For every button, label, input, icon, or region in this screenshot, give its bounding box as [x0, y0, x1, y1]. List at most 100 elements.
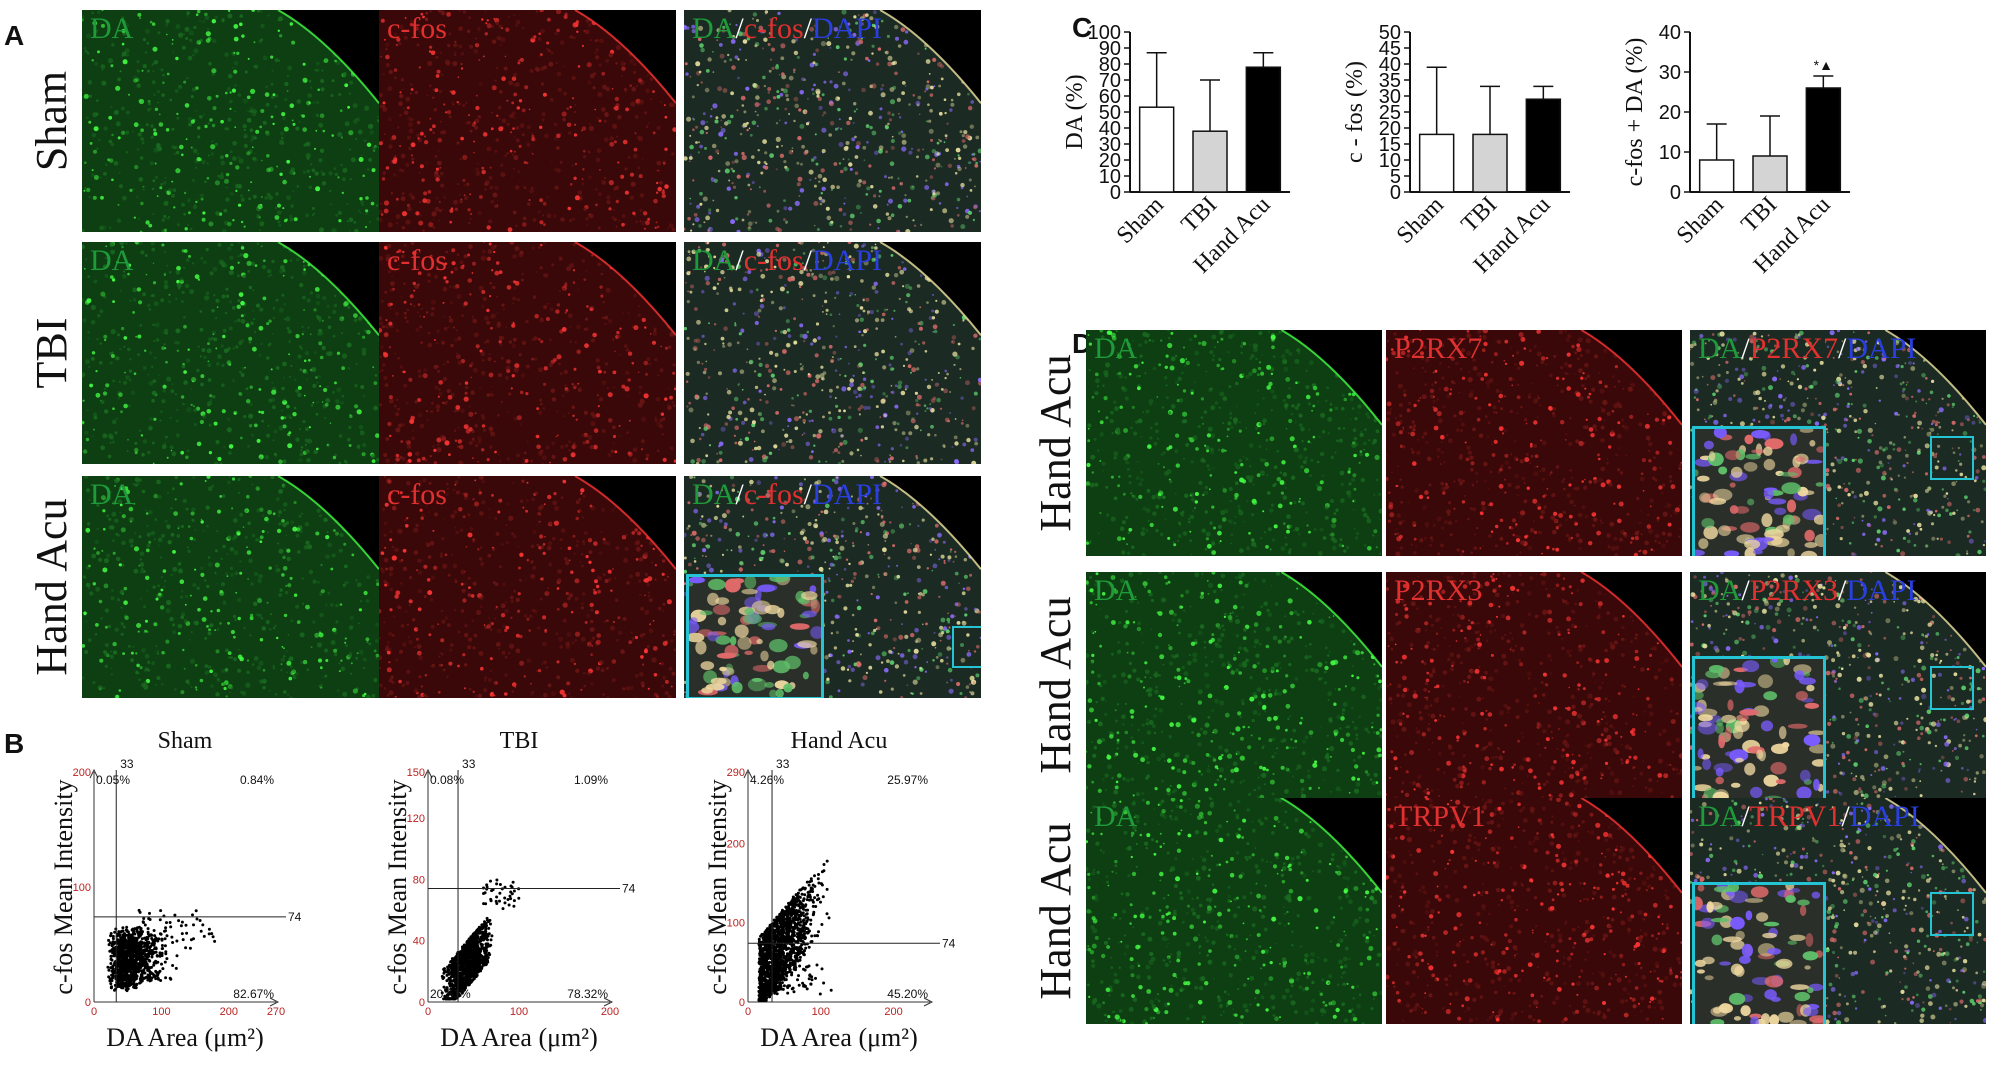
micrograph-tile: DA: [1086, 798, 1382, 1024]
quadrant-lower-right: 82.67%: [233, 987, 274, 1001]
y-axis-arrow: [743, 768, 753, 779]
y-tick-label: 60: [1099, 86, 1121, 108]
bar: [1245, 66, 1282, 193]
x-axis-arrow: [923, 997, 934, 1007]
stain-label: DA/P2RX7/DAPI: [1698, 332, 1916, 366]
stain-label-part: DAPI: [1846, 574, 1917, 607]
y-tick-label: 30: [1379, 86, 1401, 108]
x-gate-label: 33: [776, 757, 790, 771]
y-tick-label: 20: [1659, 102, 1681, 124]
bar: [1418, 133, 1455, 193]
micrograph-tile: DA/P2RX3/DAPI: [1690, 572, 1986, 798]
bar: [1192, 130, 1228, 193]
stain-label-part: DA: [90, 478, 134, 511]
stain-label: TRPV1: [1394, 800, 1486, 834]
quadrant-lower-left: 20.51%: [430, 987, 471, 1001]
micrograph-tile: DA: [1086, 572, 1382, 798]
region-of-interest-box: [1930, 666, 1974, 710]
panel-letter-a: A: [4, 20, 25, 51]
quadrant-upper-left: 0.05%: [96, 773, 130, 787]
y-tick-label: 20: [1379, 118, 1401, 140]
stain-label-part: /: [735, 478, 744, 511]
panel-letter-b: B: [4, 728, 25, 759]
y-tick-label: 90: [1099, 38, 1121, 60]
y-tick-label: 10: [1379, 150, 1401, 172]
y-tick-label: 120: [407, 813, 425, 825]
stain-label-part: P2RX7: [1749, 332, 1839, 365]
y-tick-label: 15: [1379, 134, 1401, 156]
stain-label-part: /: [1838, 574, 1847, 607]
quadrant-upper-left: 4.26%: [750, 773, 784, 787]
stain-label: c-fos: [387, 478, 447, 512]
y-axis-arrow: [89, 768, 99, 779]
y-axis-label: c-fos Mean Intensity: [703, 779, 732, 994]
bar: [1138, 106, 1175, 193]
y-tick-label: 20: [1099, 150, 1121, 172]
row-label: Sham: [27, 70, 76, 172]
stain-label-part: TRPV1: [1394, 800, 1486, 833]
x-tick-label: 100: [510, 1006, 528, 1018]
stain-label: DA: [90, 478, 133, 512]
scatter-plot: Sham 0 100 200 270 0 100 200 33 74 0.05% 0.84% 82.67…: [38, 726, 358, 1061]
stain-label-part: c-fos: [387, 12, 447, 45]
y-axis-label: c-fos Mean Intensity: [49, 779, 78, 994]
stain-label: P2RX7: [1394, 332, 1482, 366]
y-tick-label: 45: [1379, 38, 1401, 60]
category-label: TBI: [1457, 192, 1503, 238]
x-tick-label: 200: [220, 1006, 238, 1018]
bar-chart: 0 5 10 15 20 25 30 35 40 45 50 c - fos (%) Sham TBI Ha…: [1340, 8, 1600, 308]
stain-label-part: /: [735, 244, 744, 277]
stain-label-part: DAPI: [1849, 800, 1920, 833]
bar: [1472, 133, 1508, 193]
y-tick-label: 30: [1659, 62, 1681, 84]
y-tick-label: 40: [1379, 54, 1401, 76]
y-tick-label: 80: [1099, 54, 1121, 76]
micrograph-tile: DA/c-fos/DAPI: [684, 476, 981, 698]
y-tick-label: 0: [1110, 182, 1121, 204]
category-label: TBI: [1737, 192, 1783, 238]
stain-label-part: DA: [1094, 332, 1138, 365]
magnified-inset: [1692, 656, 1826, 798]
y-tick-label: 0: [419, 997, 425, 1009]
x-axis-label: DA Area (μm²): [440, 1023, 597, 1052]
x-tick-label: 100: [152, 1006, 170, 1018]
micrograph-tile: TRPV1: [1386, 798, 1682, 1024]
y-tick-label: 10: [1099, 166, 1121, 188]
bar-chart: 0 10 20 30 40 50 60 70 80 90 100 DA (%) Sham TBI Hand …: [1060, 8, 1320, 308]
x-tick-label: 0: [425, 1006, 431, 1018]
bar: [1805, 87, 1842, 193]
y-tick-label: 290: [727, 767, 745, 779]
stain-label: DA/P2RX3/DAPI: [1698, 574, 1916, 608]
stain-label: DA/c-fos/DAPI: [692, 244, 882, 278]
stain-label-part: c-fos: [387, 244, 447, 277]
y-tick-label: 30: [1099, 134, 1121, 156]
stain-label-part: /: [735, 12, 744, 45]
y-tick-label: 100: [727, 918, 745, 930]
x-axis-arrow: [603, 997, 614, 1007]
stain-label-part: DA: [1094, 574, 1138, 607]
y-gate-label: 74: [942, 936, 956, 950]
y-axis-label: DA (%): [1062, 74, 1088, 149]
region-of-interest-box: [1930, 436, 1974, 480]
y-tick-label: 50: [1379, 22, 1401, 44]
scatter-plot: Hand Acu 0 100 200 0 100 200 290 33 74 4.26% 25.97%…: [692, 726, 1012, 1061]
row-label: TBI: [27, 317, 76, 389]
row-label: Hand Acu: [1031, 354, 1080, 532]
micrograph-tile: DA: [82, 242, 379, 464]
x-gate-label: 33: [462, 757, 476, 771]
y-axis-label: c-fos Mean Intensity: [383, 779, 412, 994]
x-tick-label: 270: [267, 1006, 285, 1018]
quadrant-upper-left: 0.08%: [430, 773, 464, 787]
y-tick-label: 10: [1659, 142, 1681, 164]
y-tick-label: 40: [413, 936, 425, 948]
stain-label-part: DAPI: [812, 12, 883, 45]
y-gate-label: 74: [288, 910, 302, 924]
stain-label: DA: [90, 12, 133, 46]
stain-label-part: P2RX7: [1394, 332, 1483, 365]
quadrant-lower-right: 45.20%: [887, 987, 928, 1001]
stain-label-part: c-fos: [743, 244, 804, 277]
x-tick-label: 0: [745, 1006, 751, 1018]
y-tick-label: 40: [1099, 118, 1121, 140]
micrograph-tile: c-fos: [379, 10, 676, 232]
stain-label: DA: [90, 244, 133, 278]
